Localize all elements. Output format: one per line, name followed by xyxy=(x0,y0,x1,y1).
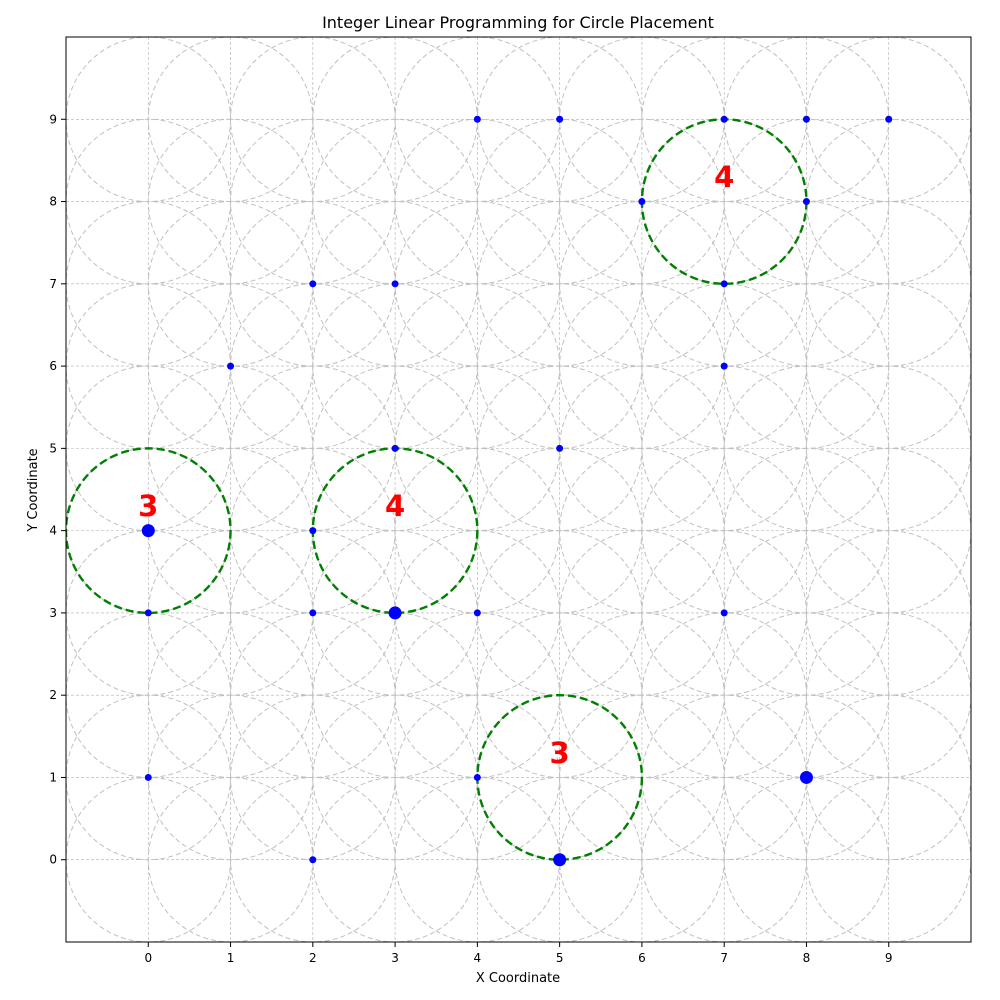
data-point xyxy=(720,115,728,123)
data-point xyxy=(309,280,317,288)
y-axis-ticks: 0 1 2 3 4 5 6 7 8 9 xyxy=(49,112,66,867)
count-label: 4 xyxy=(385,489,405,523)
count-label: 4 xyxy=(714,160,734,194)
data-point xyxy=(309,856,317,864)
center-point xyxy=(553,853,567,867)
count-label: 3 xyxy=(550,736,570,770)
y-tick-label: 7 xyxy=(49,277,57,291)
center-point xyxy=(799,770,813,784)
x-tick-label: 8 xyxy=(803,951,811,965)
y-tick-label: 6 xyxy=(49,359,57,373)
selected-center-points xyxy=(141,524,813,867)
data-point xyxy=(391,444,399,452)
y-tick-label: 5 xyxy=(49,441,57,455)
data-point xyxy=(144,773,152,781)
data-point xyxy=(309,609,317,617)
data-point xyxy=(227,362,235,370)
center-point xyxy=(141,524,155,538)
data-points xyxy=(144,115,893,864)
x-tick-label: 2 xyxy=(309,951,317,965)
y-tick-label: 9 xyxy=(49,112,57,126)
data-point xyxy=(391,280,399,288)
y-tick-label: 2 xyxy=(49,688,57,702)
data-point xyxy=(885,115,893,123)
x-tick-label: 4 xyxy=(474,951,482,965)
data-point xyxy=(473,115,481,123)
x-axis-label: X Coordinate xyxy=(476,971,560,986)
grid-lines xyxy=(66,37,971,942)
y-tick-label: 0 xyxy=(49,853,57,867)
plot-frame xyxy=(65,36,972,943)
center-point xyxy=(388,606,402,620)
y-tick-label: 8 xyxy=(49,195,57,209)
x-tick-label: 7 xyxy=(720,951,728,965)
data-point xyxy=(802,198,810,206)
x-tick-label: 6 xyxy=(638,951,646,965)
count-labels: 3 4 3 4 xyxy=(138,160,734,770)
data-point xyxy=(720,362,728,370)
y-tick-label: 3 xyxy=(49,606,57,620)
data-point xyxy=(473,773,481,781)
data-point xyxy=(720,609,728,617)
x-tick-label: 0 xyxy=(144,951,152,965)
x-tick-label: 9 xyxy=(885,951,893,965)
selected-circle xyxy=(66,447,232,615)
data-point xyxy=(144,609,152,617)
data-point xyxy=(638,198,646,206)
x-tick-label: 5 xyxy=(556,951,564,965)
data-point xyxy=(802,115,810,123)
count-label: 3 xyxy=(138,489,158,523)
data-point xyxy=(473,609,481,617)
y-axis-label: Y Coordinate xyxy=(26,448,41,532)
x-tick-label: 1 xyxy=(227,951,235,965)
x-tick-label: 3 xyxy=(391,951,399,965)
data-point xyxy=(556,115,564,123)
chart-title: Integer Linear Programming for Circle Pl… xyxy=(322,13,714,32)
data-point xyxy=(556,444,564,452)
y-tick-label: 1 xyxy=(49,770,57,784)
y-tick-label: 4 xyxy=(49,524,57,538)
data-point xyxy=(309,527,317,535)
data-point xyxy=(720,280,728,288)
x-axis-ticks: 0 1 2 3 4 5 6 7 8 9 xyxy=(144,942,893,965)
